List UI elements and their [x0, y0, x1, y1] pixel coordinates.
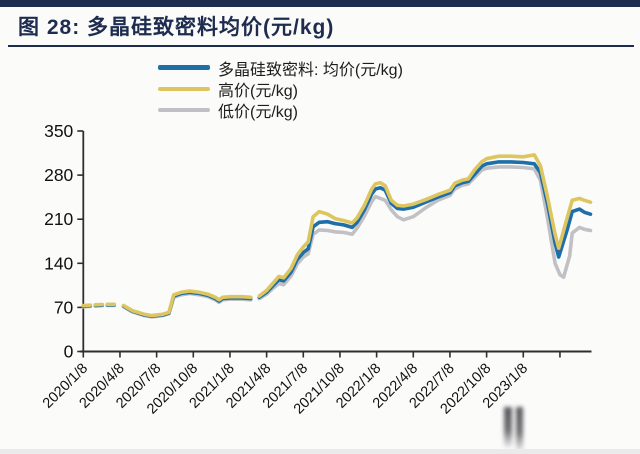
series-line-low — [257, 165, 593, 301]
figure-title: 图 28: 多晶硅致密料均价(元/kg) — [18, 16, 335, 39]
y-tick-label: 210 — [44, 209, 73, 229]
blurred-watermark — [501, 407, 529, 453]
top-accent-bar — [0, 0, 640, 7]
legend-label: 多晶硅致密料: 均价(元/kg) — [218, 61, 403, 79]
y-tick-label: 350 — [44, 121, 73, 141]
series-line-high — [257, 153, 593, 298]
avg-line-swatch — [158, 65, 210, 70]
y-tick-label: 280 — [44, 165, 73, 185]
legend-item-avg: 多晶硅致密料: 均价(元/kg) — [158, 57, 403, 79]
series-line-high — [121, 289, 253, 318]
low-line-swatch — [158, 107, 210, 112]
y-tick-label: 0 — [64, 342, 74, 362]
legend-item-low: 低价(元/kg) — [158, 99, 403, 121]
title-underline — [8, 45, 634, 47]
y-tick-label: 140 — [44, 253, 73, 273]
legend-label: 低价(元/kg) — [218, 103, 299, 121]
chart-legend: 多晶硅致密料: 均价(元/kg) 高价(元/kg) 低价(元/kg) — [158, 57, 403, 121]
series-line-high — [81, 302, 120, 308]
y-tick-label: 70 — [54, 297, 74, 317]
high-line-swatch — [158, 86, 210, 91]
legend-label: 高价(元/kg) — [218, 82, 299, 100]
legend-item-high: 高价(元/kg) — [158, 78, 403, 100]
bottom-strip — [0, 449, 640, 454]
